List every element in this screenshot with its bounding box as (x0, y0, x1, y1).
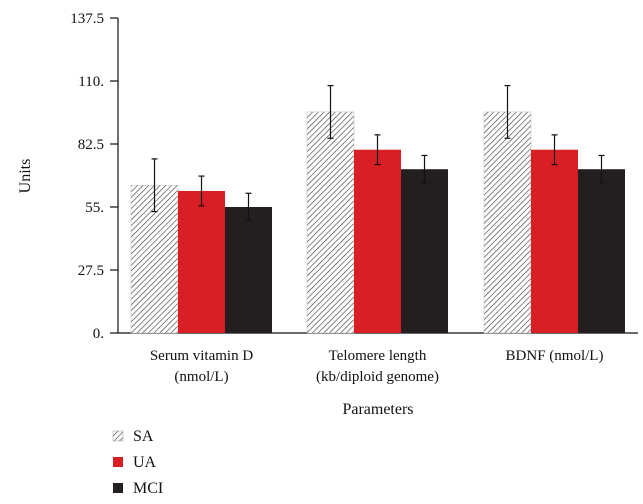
legend-label-mci: MCI (133, 480, 163, 497)
y-tick-label: 0. (93, 326, 104, 342)
x-category-label: (nmol/L) (174, 369, 228, 385)
legend-swatch-sa (112, 430, 124, 442)
y-tick-label: 137.5 (70, 11, 104, 27)
y-tick-label: 27.5 (78, 263, 104, 279)
x-category-label: BDNF (nmol/L) (506, 348, 604, 364)
bar-sa-2 (483, 111, 532, 334)
y-axis-title: Units (17, 159, 34, 194)
bar-sa-1 (306, 111, 355, 334)
x-category-label: Serum vitamin D (150, 348, 253, 364)
bar-ua-2 (531, 149, 578, 333)
legend-swatch-mci (113, 483, 123, 493)
bar-ua-0 (178, 190, 225, 333)
bar-mci-1 (401, 169, 448, 333)
x-axis-title: Parameters (342, 401, 413, 418)
y-tick-label: 55. (85, 200, 104, 216)
y-tick-label: 82.5 (78, 137, 104, 153)
x-category-label: (kb/diploid genome) (316, 369, 439, 385)
legend-label-ua: UA (133, 454, 157, 471)
x-category-label: Telomere length (329, 348, 427, 364)
bar-mci-2 (578, 169, 625, 333)
bar-mci-0 (225, 207, 272, 333)
legend-label-sa: SA (133, 428, 154, 445)
legend-swatch-ua (113, 457, 123, 467)
bar-ua-1 (354, 149, 401, 333)
y-tick-label: 110. (78, 74, 104, 90)
